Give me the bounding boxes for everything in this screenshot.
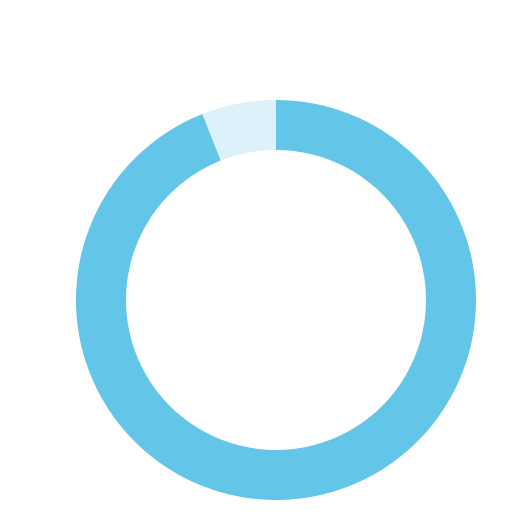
donut-center-label (126, 150, 426, 450)
donut-slice-2 (202, 100, 276, 161)
